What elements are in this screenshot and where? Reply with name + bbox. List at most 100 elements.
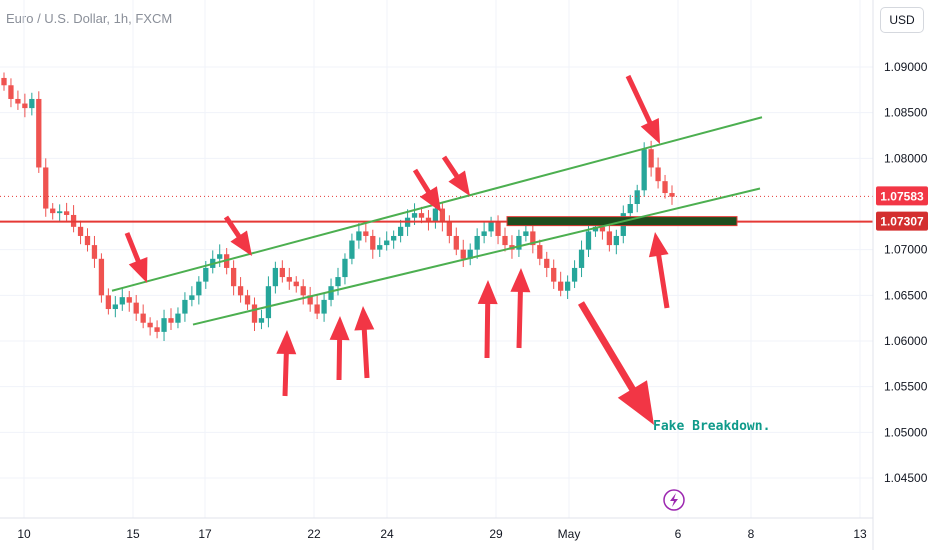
candle-body: [634, 190, 640, 204]
candle-body: [265, 286, 272, 319]
annotation-arrow: [124, 232, 148, 283]
candle-body: [474, 235, 480, 250]
candle-body: [293, 281, 299, 287]
candle-body: [592, 226, 599, 232]
candle-body: [460, 249, 466, 259]
candle-body: [627, 204, 633, 214]
y-tick-label: 1.05000: [884, 425, 928, 439]
candle-body: [537, 245, 543, 259]
level-price-badge-bg: [876, 211, 928, 231]
candle-body: [606, 231, 613, 246]
x-tick-label: 24: [380, 527, 394, 541]
y-tick-label: 1.06000: [884, 334, 928, 348]
annotation-arrow: [276, 330, 297, 397]
candle-body: [161, 318, 167, 332]
candle-body: [453, 235, 459, 250]
candle-body: [154, 327, 160, 332]
candles: [1, 72, 675, 341]
y-tick-label: 1.08500: [884, 106, 928, 120]
y-tick-label: 1.09000: [884, 60, 928, 74]
last-price-badge-bg: [876, 186, 928, 206]
candle-body: [377, 245, 383, 250]
level-price-badge: 1.07307: [880, 215, 924, 229]
candle-body: [22, 103, 28, 109]
candle-body: [98, 258, 105, 296]
candle-body: [112, 304, 118, 310]
candle-body: [641, 149, 647, 191]
candle-body: [523, 231, 529, 236]
candle-body: [578, 249, 585, 268]
candle-body: [613, 235, 619, 246]
candle-body: [1, 77, 7, 86]
candle-body: [196, 281, 202, 296]
candle-body: [516, 235, 522, 250]
y-tick-label: 1.04500: [884, 471, 928, 485]
candle-body: [439, 208, 446, 223]
candle-body: [397, 226, 404, 236]
candle-body: [119, 297, 125, 305]
candle-body: [314, 304, 320, 314]
candle-body: [544, 258, 550, 268]
candle-body: [669, 193, 675, 197]
x-tick-label: 6: [675, 527, 682, 541]
candle-body: [258, 318, 265, 323]
x-axis: 10 15 17 22 24 29 May 6 8 13: [0, 517, 873, 541]
candle-body: [307, 295, 313, 305]
candle-body: [495, 222, 501, 236]
candle-body: [467, 249, 473, 259]
candle-body: [502, 235, 508, 246]
breakout-zone: [506, 216, 738, 227]
lightning-icon: [670, 493, 678, 507]
candle-body: [84, 235, 91, 246]
candle-body: [168, 318, 174, 323]
x-tick-label: 22: [307, 527, 321, 541]
candle-body: [133, 302, 139, 314]
x-tick-label: 8: [748, 527, 755, 541]
candle-body: [210, 258, 216, 268]
annotation-arrow: [578, 301, 654, 425]
candle-body: [599, 226, 606, 232]
y-axis: 1.09000 1.08500 1.08000 1.07000 1.06500 1.060…: [872, 0, 928, 550]
candle-body: [140, 313, 146, 323]
annotation-arrow: [329, 316, 350, 380]
candle-body: [564, 281, 571, 291]
candle-body: [244, 295, 251, 305]
fake-breakdown-label: Fake Breakdown.: [653, 419, 770, 434]
candle-body: [300, 286, 306, 296]
channel-lower-line: [192, 187, 761, 326]
event-icon-circle: [663, 489, 685, 511]
candle-body: [230, 267, 237, 287]
x-tick-label: 13: [853, 527, 867, 541]
y-tick-label: 1.06500: [884, 288, 928, 302]
x-tick-label: 10: [17, 527, 31, 541]
candle-body: [356, 231, 362, 241]
candle-body: [224, 254, 230, 268]
candle-body: [488, 222, 494, 232]
candle-body: [57, 211, 63, 214]
channel-upper-line: [111, 116, 763, 292]
candle-body: [29, 98, 35, 109]
candle-body: [217, 254, 223, 259]
candle-body: [342, 258, 348, 278]
annotation-arrow: [477, 280, 498, 358]
candle-body: [585, 231, 592, 250]
candle-body: [189, 295, 195, 300]
chart-title: Euro / U.S. Dollar, 1h, FXCM: [6, 11, 173, 26]
candle-body: [349, 240, 355, 259]
candle-body: [91, 245, 98, 259]
y-tick-label: 1.08000: [884, 151, 928, 165]
candle-body: [648, 149, 654, 168]
candle-body: [509, 245, 515, 250]
currency-button[interactable]: USD: [880, 7, 924, 33]
candle-body: [43, 167, 49, 209]
x-tick-label: 17: [198, 527, 212, 541]
overlays: Fake Breakdown.: [0, 74, 873, 511]
candle-body: [279, 267, 285, 278]
candle-body: [425, 217, 432, 223]
candle-body: [558, 281, 564, 291]
candle-body: [620, 213, 626, 236]
candle-body: [237, 286, 244, 296]
candle-body: [182, 299, 188, 314]
candle-body: [147, 322, 153, 328]
